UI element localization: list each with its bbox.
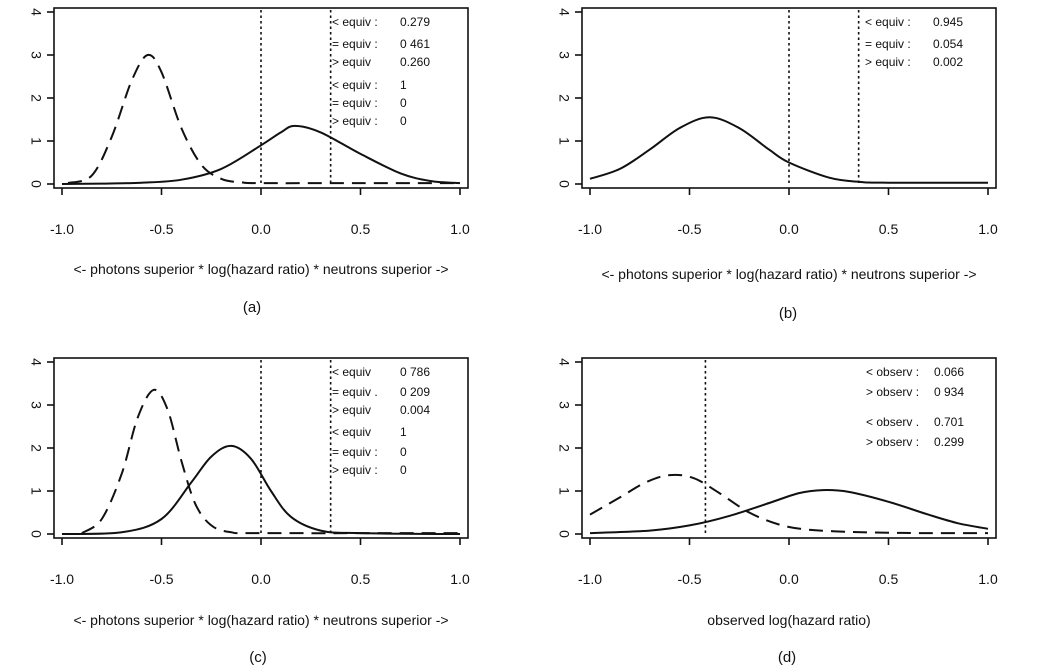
annotation-value: 0 xyxy=(400,445,407,459)
x-axis-title: <- photons superior * log(hazard ratio) … xyxy=(73,612,448,628)
x-tick-label: -1.0 xyxy=(578,571,602,587)
annotation-label: = equiv : xyxy=(865,37,911,51)
annotation-label: > observ : xyxy=(866,385,919,399)
annotation-label: < equiv : xyxy=(865,15,911,29)
panel-caption: (d) xyxy=(778,649,796,665)
annotation-label: > equiv xyxy=(332,55,371,69)
x-tick-label: 1.0 xyxy=(978,221,998,237)
dashed-density-curve xyxy=(589,473,989,535)
annotation-value: 1 xyxy=(400,78,407,92)
y-tick-label: 0 xyxy=(28,180,44,188)
chart-panel-c: -1.0 -0.5 0.0 0.5 1.0 0 1 2 3 4 < equiv 0 786 = equi… xyxy=(28,357,470,665)
x-tick-label: -0.5 xyxy=(149,571,173,587)
x-axis-title: <- photons superior * log(hazard ratio) … xyxy=(73,261,448,277)
annotation-label: = equiv : xyxy=(332,96,378,110)
y-tick-label: 4 xyxy=(556,8,572,16)
annotation-value: 0.701 xyxy=(934,415,964,429)
annotation-value: 0 209 xyxy=(400,385,430,399)
annotation-label: > observ : xyxy=(866,435,919,449)
annotation-value: 0.054 xyxy=(933,37,963,51)
annotation-value: 0.945 xyxy=(933,15,963,29)
annotation-label: = equiv : xyxy=(332,445,378,459)
y-tick-label: 0 xyxy=(556,530,572,538)
y-tick-label: 4 xyxy=(28,8,44,16)
dashed-density-curve xyxy=(81,388,461,535)
x-tick-label: 0.0 xyxy=(251,221,271,237)
x-tick-label: 0.5 xyxy=(879,571,899,587)
y-tick-label: 2 xyxy=(28,94,44,102)
x-axis-title: <- photons superior * log(hazard ratio) … xyxy=(601,266,976,282)
annotation-value: 0.004 xyxy=(400,403,430,417)
panel-caption: (c) xyxy=(249,649,267,665)
annotation-value: 0.279 xyxy=(400,15,430,29)
annotation-label: < observ : xyxy=(866,365,919,379)
annotation-label: > equiv : xyxy=(332,463,378,477)
y-tick-label: 2 xyxy=(556,444,572,452)
annotation-value: 0 786 xyxy=(400,365,430,379)
annotation-value: 0 xyxy=(400,463,407,477)
annotation-value: 0.066 xyxy=(934,365,964,379)
solid-density-curve xyxy=(61,124,461,185)
y-tick-label: 2 xyxy=(28,444,44,452)
annotation-label: < equiv xyxy=(332,425,371,439)
annotation-value: 0.002 xyxy=(933,55,963,69)
y-tick-label: 0 xyxy=(28,530,44,538)
annotation-value: 0.299 xyxy=(934,435,964,449)
y-tick-label: 1 xyxy=(556,487,572,495)
x-tick-label: -0.5 xyxy=(149,221,173,237)
x-tick-label: 0.0 xyxy=(251,571,271,587)
annotation-label: < equiv xyxy=(332,365,371,379)
dashed-density-curve xyxy=(67,53,460,185)
annotation-label: > equiv : xyxy=(865,55,911,69)
solid-density-curve xyxy=(589,116,989,184)
annotation-value: 0 xyxy=(400,96,407,110)
annotation-label: = equiv : xyxy=(332,37,378,51)
chart-panel-d: -1.0 -0.5 0.0 0.5 1.0 0 1 2 3 4 < observ : 0.066 > o… xyxy=(556,357,998,665)
y-tick-label: 1 xyxy=(556,137,572,145)
panel-caption: (b) xyxy=(779,305,797,322)
y-tick-label: 3 xyxy=(28,51,44,59)
y-tick-label: 2 xyxy=(556,94,572,102)
annotation-label: = equiv . xyxy=(332,385,378,399)
annotation-label: < equiv : xyxy=(332,15,378,29)
annotation-value: 0 xyxy=(400,114,407,128)
y-tick-label: 4 xyxy=(556,358,572,366)
y-tick-label: 4 xyxy=(28,358,44,366)
annotation-label: > equiv xyxy=(332,403,371,417)
x-tick-label: 1.0 xyxy=(450,221,470,237)
chart-panel-b: -1.0 -0.5 0.0 0.5 1.0 0 1 2 3 4 < equiv : 0.945 = eq… xyxy=(556,7,998,322)
annotation-value: 0 934 xyxy=(934,385,964,399)
x-tick-label: 0.5 xyxy=(879,221,899,237)
x-tick-label: 1.0 xyxy=(978,571,998,587)
chart-panel-a: -1.0 -0.5 0.0 0.5 1.0 0 1 2 3 4 < equiv : 0.279 = eq… xyxy=(28,7,470,316)
solid-density-curve xyxy=(589,489,989,535)
y-tick-label: 3 xyxy=(556,51,572,59)
x-tick-label: 0.5 xyxy=(351,571,371,587)
annotation-value: 0.260 xyxy=(400,55,430,69)
annotation-value: 0 461 xyxy=(400,37,430,51)
y-tick-label: 1 xyxy=(28,137,44,145)
x-tick-label: -1.0 xyxy=(578,221,602,237)
x-tick-label: -0.5 xyxy=(677,221,701,237)
x-tick-label: 0.5 xyxy=(351,221,371,237)
y-tick-label: 0 xyxy=(556,180,572,188)
y-tick-label: 3 xyxy=(556,401,572,409)
annotation-value: 1 xyxy=(400,425,407,439)
x-tick-label: -1.0 xyxy=(50,571,74,587)
x-tick-label: -1.0 xyxy=(50,221,74,237)
annotation-label: < observ . xyxy=(866,415,919,429)
x-tick-label: 1.0 xyxy=(450,571,470,587)
x-tick-label: 0.0 xyxy=(779,571,799,587)
x-tick-label: -0.5 xyxy=(677,571,701,587)
x-axis-title: observed log(hazard ratio) xyxy=(707,612,870,628)
x-tick-label: 0.0 xyxy=(779,221,799,237)
panel-caption: (a) xyxy=(243,299,261,316)
solid-density-curve xyxy=(61,444,461,535)
annotation-label: > equiv : xyxy=(332,114,378,128)
y-tick-label: 3 xyxy=(28,401,44,409)
annotation-label: < equiv : xyxy=(332,78,378,92)
y-tick-label: 1 xyxy=(28,487,44,495)
